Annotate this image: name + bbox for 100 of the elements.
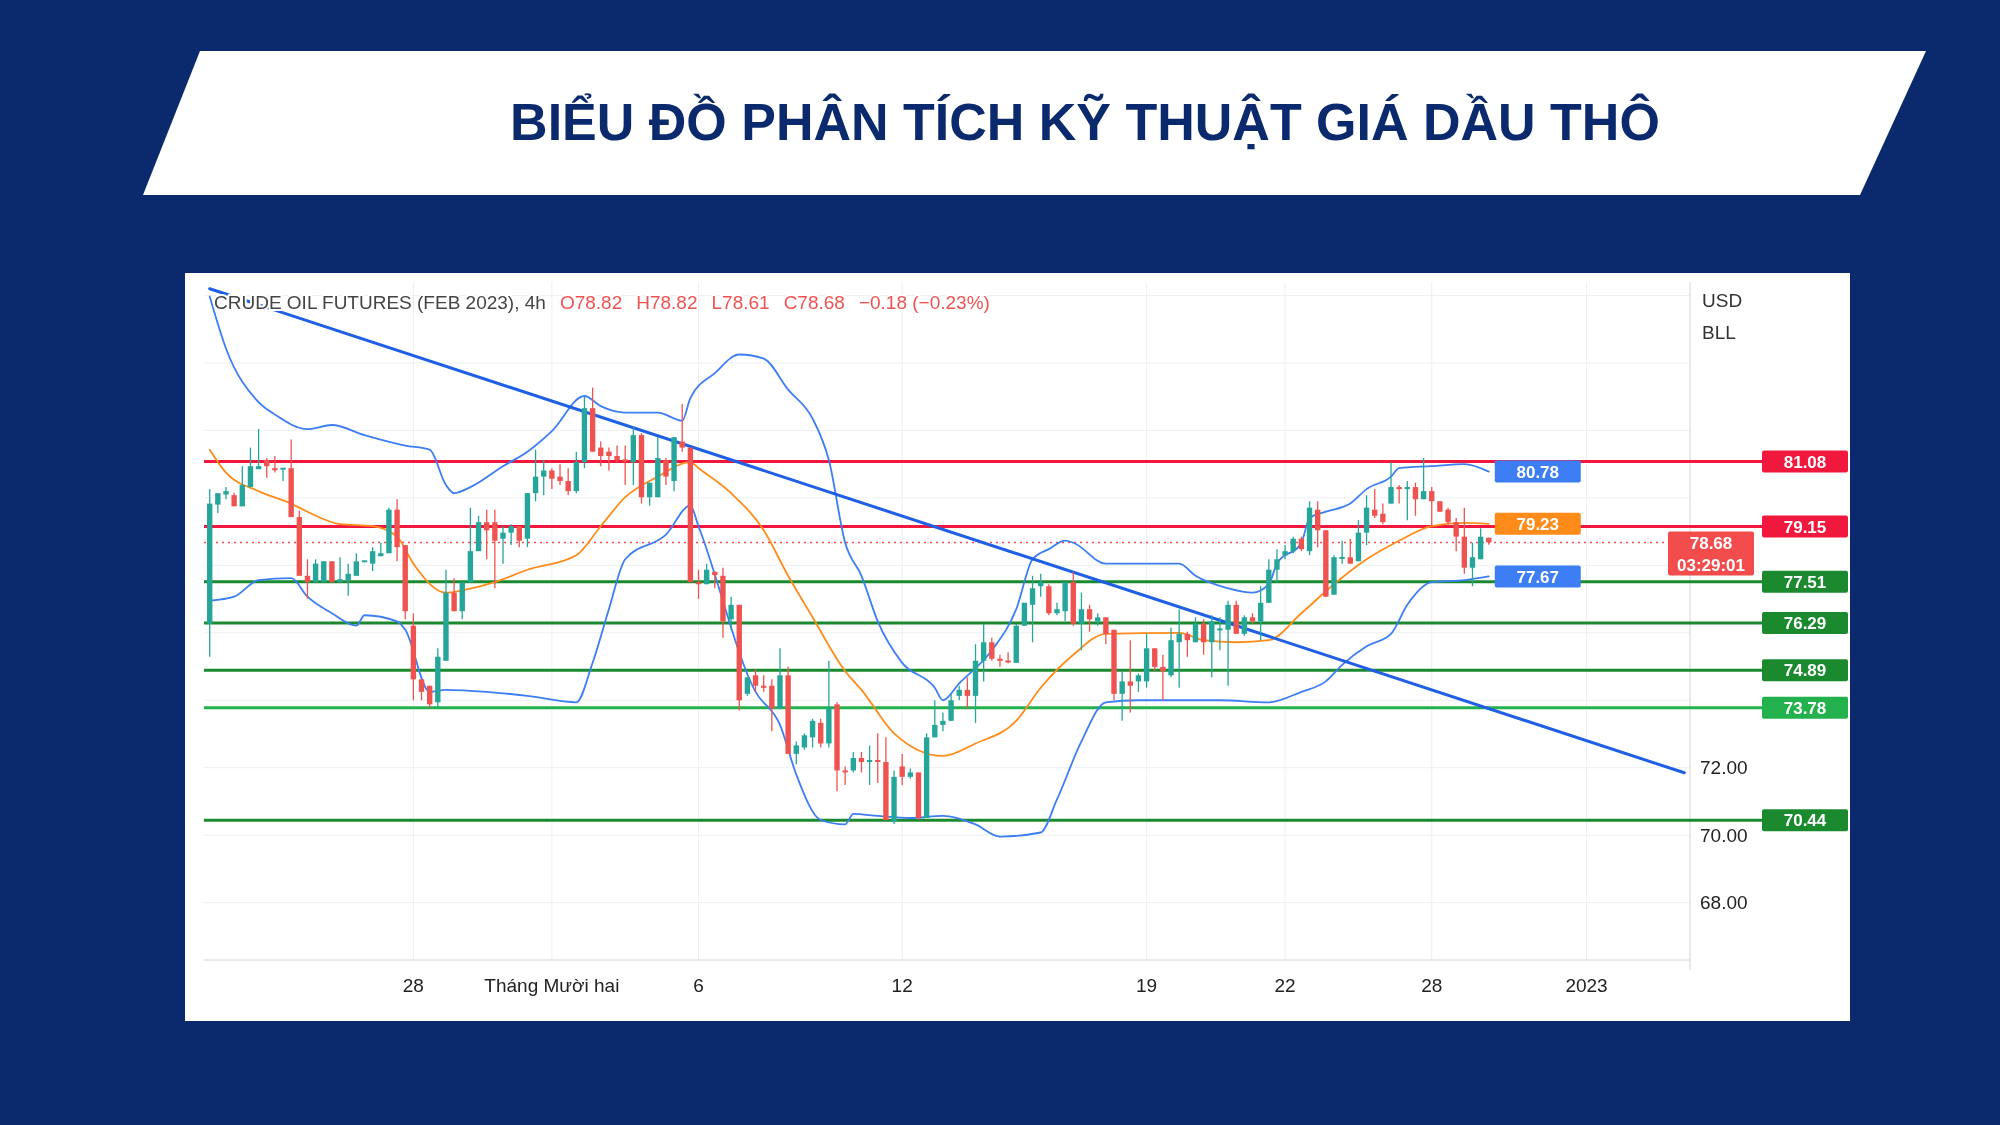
candlestick — [272, 455, 278, 474]
candlestick — [842, 765, 848, 786]
candlestick — [989, 637, 995, 662]
candlestick — [1209, 614, 1215, 678]
y-tick-label: 68.00 — [1700, 892, 1748, 914]
candlestick — [875, 732, 881, 784]
text: BLL — [1702, 321, 1736, 343]
candlestick — [622, 444, 628, 486]
x-tick-label: 22 — [1274, 975, 1296, 996]
candlestick — [818, 718, 824, 749]
candlestick — [557, 463, 563, 486]
candlestick — [239, 465, 245, 507]
candlestick — [418, 678, 425, 701]
candlestick — [451, 577, 457, 612]
ref-line-label: 73.78 — [1783, 698, 1827, 718]
candlestick — [1388, 461, 1394, 505]
candlestick — [223, 486, 229, 500]
candlestick — [1005, 651, 1011, 664]
candlestick — [614, 444, 620, 463]
ref-line-label: 70.44 — [1783, 811, 1827, 831]
x-tick-label: 19 — [1136, 975, 1158, 996]
candlestick — [940, 711, 946, 732]
candlestick — [1420, 457, 1427, 500]
candlestick — [850, 751, 856, 774]
ref-line-label: 77.51 — [1783, 572, 1827, 592]
candlestick — [964, 676, 971, 710]
candlestick — [353, 552, 360, 577]
x-tick-label: 28 — [1421, 975, 1443, 996]
candlestick — [541, 459, 547, 496]
candlestick — [1217, 616, 1223, 651]
data-label: 79.23 — [1516, 514, 1560, 534]
candlestick — [532, 448, 539, 502]
x-tick-label: 2023 — [1565, 975, 1608, 996]
candlestick — [728, 596, 734, 631]
candlestick — [1429, 486, 1435, 527]
candlestick — [1477, 527, 1484, 560]
x-tick-label: 6 — [693, 975, 704, 996]
candlestick — [369, 546, 376, 572]
line-series — [208, 448, 1490, 757]
x-tick-label: Tháng Mười hai — [484, 975, 620, 996]
candlestick — [1200, 618, 1207, 656]
candlestick — [1152, 647, 1158, 672]
annotation: C78.68 — [783, 291, 845, 313]
candlestick — [508, 523, 514, 546]
x-tick-label: 28 — [402, 975, 424, 996]
candlestick — [1380, 502, 1386, 525]
ref-line-label: 74.89 — [1783, 661, 1827, 681]
candlestick — [752, 668, 759, 693]
candlestick — [948, 693, 954, 722]
candlestick — [663, 457, 669, 486]
candlestick — [899, 753, 905, 786]
candlestick — [1469, 542, 1476, 587]
candlestick — [997, 654, 1003, 668]
annotation: −0.18 (−0.23%) — [858, 291, 990, 313]
x-tick-label: 12 — [891, 975, 913, 996]
ref-line-label: 81.08 — [1783, 452, 1827, 472]
candlestick — [500, 525, 506, 565]
candlestick — [1038, 573, 1044, 598]
ref-line-label: 78.68 03:29:01 — [1676, 533, 1746, 575]
y-tick-label: 70.00 — [1700, 824, 1748, 846]
candlestick — [1119, 670, 1125, 722]
data-label: 80.78 — [1516, 462, 1560, 482]
candlestick — [255, 428, 262, 470]
candlestick — [679, 403, 685, 453]
y-tick-label: 72.00 — [1700, 757, 1748, 779]
candlestick — [1404, 480, 1410, 521]
candlestick — [1241, 614, 1248, 637]
candlestick — [1192, 616, 1199, 643]
candlestick — [1086, 604, 1093, 633]
candlestick — [1054, 602, 1060, 616]
candlestick — [1257, 585, 1264, 641]
line-series — [208, 295, 1490, 702]
data-label: 77.67 — [1516, 567, 1560, 587]
candlestick — [980, 623, 987, 683]
candlestick — [565, 467, 571, 496]
annotation: H78.82 — [636, 291, 698, 313]
candlestick — [264, 457, 270, 479]
candlestick — [337, 556, 343, 583]
candlestick — [1135, 672, 1142, 693]
candlestick — [809, 718, 816, 749]
candlestick — [549, 467, 555, 490]
candlestick — [1103, 616, 1109, 645]
candlestick — [858, 751, 865, 774]
annotation: O78.82 — [559, 291, 623, 313]
candlestick — [866, 744, 873, 786]
candlestick — [1176, 608, 1182, 689]
candlestick — [1396, 484, 1402, 505]
candlestick — [769, 678, 775, 732]
candlestick — [1127, 639, 1133, 714]
candlestick — [215, 492, 221, 514]
candlestick — [247, 446, 254, 488]
candlestick — [793, 740, 799, 766]
candlestick — [1029, 575, 1036, 643]
candlestick — [280, 467, 286, 482]
candlestick — [1339, 540, 1345, 565]
annotation: L78.61 — [711, 291, 770, 313]
candlestick — [1282, 544, 1288, 560]
candlestick — [1412, 482, 1419, 517]
candlestick — [606, 446, 612, 472]
candlestick — [932, 699, 938, 739]
